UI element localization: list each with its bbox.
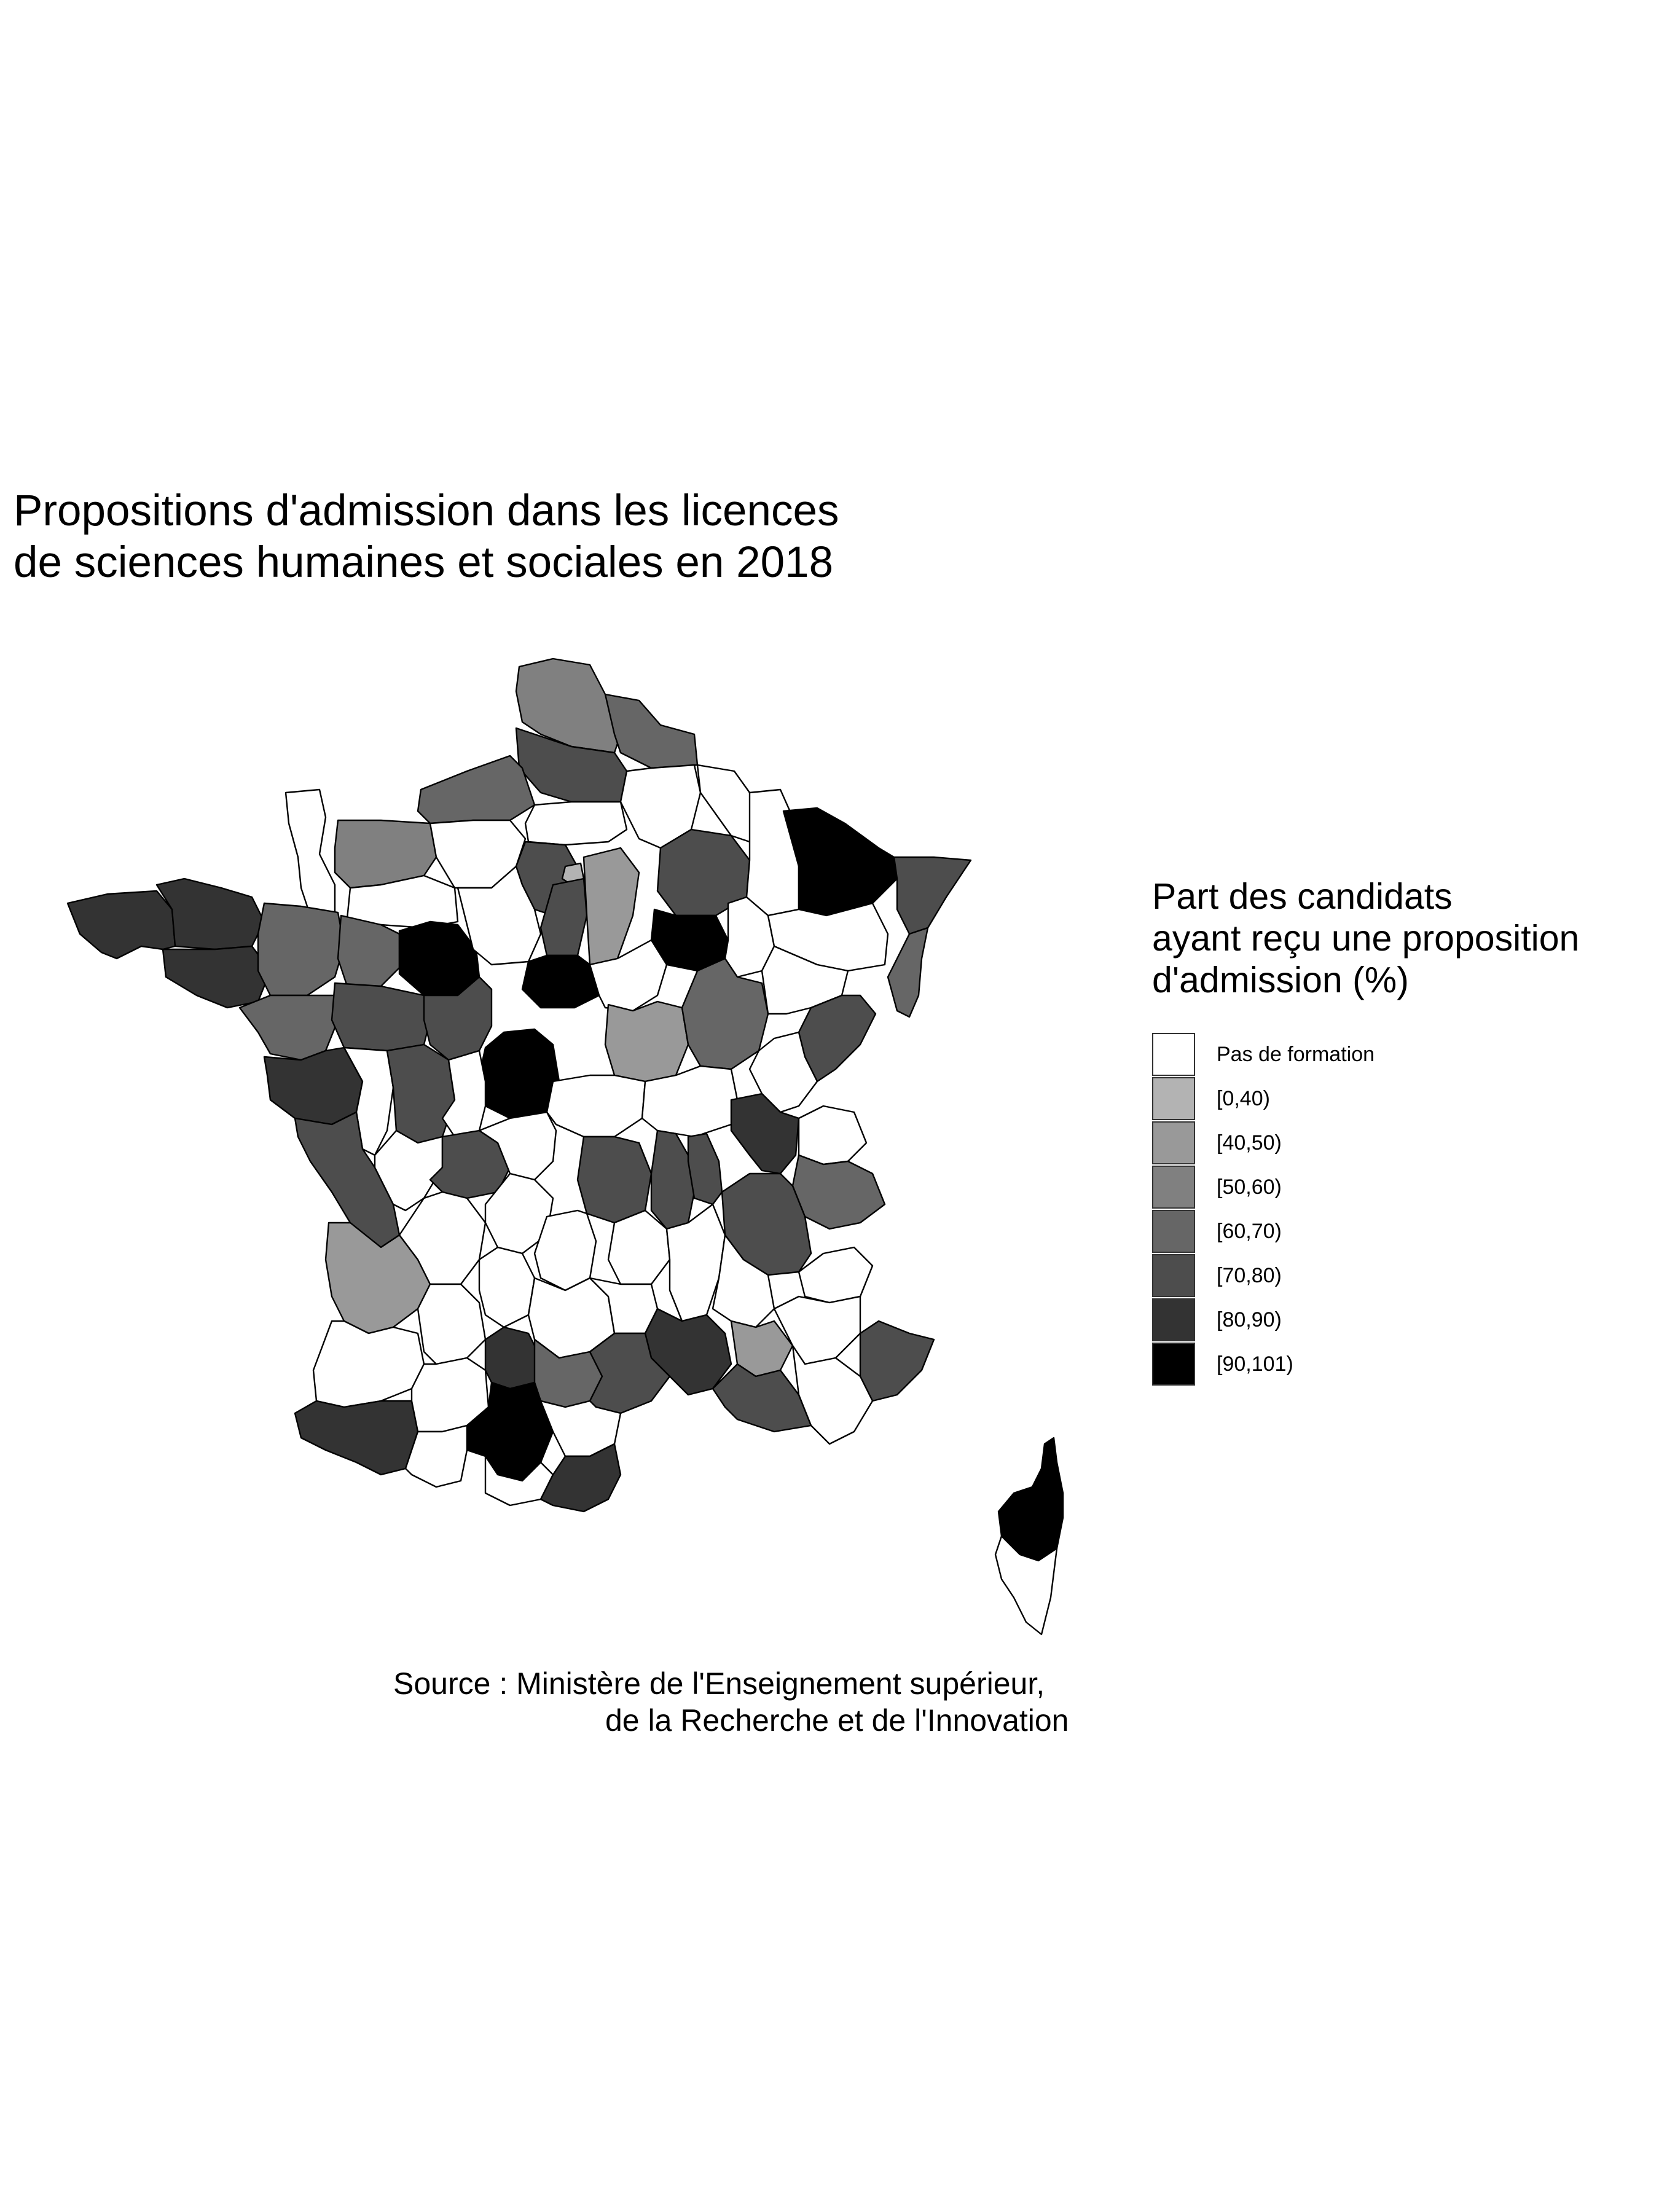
manche (284, 788, 336, 917)
var (791, 1344, 874, 1445)
hautes-pyrenees (404, 1424, 468, 1488)
corse-du-sud (994, 1535, 1058, 1636)
haute-savoie (798, 1105, 868, 1166)
legend-item-80-90: [80,90) (1152, 1298, 1375, 1342)
legend-title-line-2: ayant reçu une proposition (1152, 918, 1580, 959)
legend-item-90-101: [90,101) (1152, 1342, 1375, 1386)
pyrenees-orientales (539, 1443, 622, 1513)
mayenne (337, 914, 401, 987)
creuse (478, 1111, 557, 1181)
vosges (767, 902, 889, 972)
map-title-line-1: Propositions d'admission dans les licenc… (14, 487, 839, 535)
legend-title: Part des candidats ayant reçu une propos… (1152, 876, 1579, 1001)
departement-layer (66, 657, 1064, 1636)
allier (546, 1074, 646, 1138)
rhone (687, 1132, 723, 1206)
savoie (791, 1154, 886, 1230)
hautes-alpes (798, 1246, 874, 1304)
aude (539, 1400, 622, 1457)
legend-swatch (1152, 1166, 1195, 1209)
source-line-2: de la Recherche et de l'Innovation (605, 1703, 1069, 1738)
seine-et-marne (582, 847, 640, 966)
seine-maritime (417, 755, 536, 825)
haute-loire (607, 1209, 671, 1285)
legend-item-50-60: [50,60) (1152, 1165, 1375, 1209)
maine-et-loire (331, 982, 431, 1052)
vendee (263, 1046, 364, 1126)
legend-label: [90,101) (1217, 1352, 1293, 1376)
finistere (66, 890, 176, 960)
meuse (745, 788, 800, 917)
legend-title-line-1: Part des candidats (1152, 876, 1453, 917)
legend-swatch (1152, 1077, 1195, 1120)
lot-et-garonne (417, 1283, 487, 1365)
legend-label: [60,70) (1217, 1219, 1282, 1243)
landes (312, 1320, 425, 1408)
puy-de-dome (576, 1135, 653, 1224)
legend-item-pas-de-formation: Pas de formation (1152, 1032, 1375, 1077)
lot (478, 1246, 536, 1328)
cote-d-or (681, 957, 769, 1070)
cher (478, 1028, 560, 1120)
legend-swatch (1152, 1254, 1195, 1297)
bas-rhin (893, 856, 972, 935)
loire-atlantique (238, 994, 339, 1061)
indre-et-loire (423, 976, 493, 1061)
legend: Pas de formation [0,40) [40,50) [50,60) … (1152, 1032, 1375, 1386)
source-line-1: Source : Ministère de l'Enseignement sup… (393, 1666, 1045, 1701)
legend-label: [0,40) (1217, 1086, 1270, 1110)
legend-item-0-40: [0,40) (1152, 1077, 1375, 1121)
oise (524, 801, 628, 846)
legend-label: [40,50) (1217, 1131, 1282, 1155)
yonne (589, 939, 668, 1012)
vienne (386, 1043, 456, 1144)
sarthe (398, 920, 480, 997)
map-title: Propositions d'admission dans les licenc… (14, 485, 1058, 589)
herault (589, 1332, 671, 1414)
legend-swatch (1152, 1210, 1195, 1253)
legend-item-40-50: [40,50) (1152, 1121, 1375, 1165)
pyrenees-atlantiques (294, 1400, 419, 1476)
legend-label: [70,80) (1217, 1263, 1282, 1287)
source-caption: Source : Ministère de l'Enseignement sup… (393, 1665, 1069, 1739)
legend-swatch (1152, 1121, 1195, 1164)
legend-swatch (1152, 1343, 1195, 1386)
haut-rhin (887, 927, 929, 1018)
ardeche (665, 1203, 726, 1322)
legend-label: Pas de formation (1217, 1042, 1375, 1066)
pas-de-calais (604, 693, 699, 769)
ille-et-vilaine (257, 902, 345, 997)
alpes-maritimes (859, 1320, 935, 1402)
tarn-et-garonne (484, 1326, 542, 1390)
eure-et-loir (457, 865, 542, 966)
ain (730, 1092, 800, 1175)
nievre (604, 1000, 689, 1083)
jura (748, 1031, 818, 1113)
legend-label: [50,60) (1217, 1175, 1282, 1199)
moselle (782, 807, 898, 917)
legend-swatch (1152, 1298, 1195, 1341)
dordogne (398, 1191, 487, 1285)
legend-item-70-80: [70,80) (1152, 1253, 1375, 1298)
legend-label: [80,90) (1217, 1308, 1282, 1332)
legend-swatch (1152, 1033, 1195, 1076)
legend-title-line-3: d'admission (%) (1152, 960, 1409, 1000)
legend-item-60-70: [60,70) (1152, 1209, 1375, 1253)
morbihan (162, 945, 272, 1009)
map-title-line-2: de sciences humaines et sociales en 2018 (14, 538, 834, 587)
